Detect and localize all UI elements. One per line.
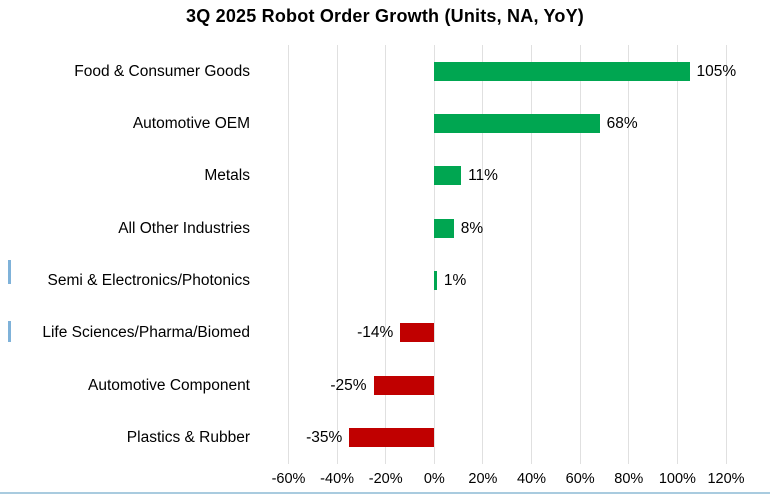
value-label-all-other-industries: 8%: [460, 219, 484, 237]
gridline-20: [482, 45, 484, 464]
value-label-food-consumer-goods: 105%: [696, 62, 737, 80]
value-label-life-sciences-pharma-biomed: -14%: [357, 324, 394, 342]
gridline-60: [579, 45, 581, 464]
value-label-automotive-oem: 68%: [606, 114, 638, 132]
gridline-120: [725, 45, 727, 464]
bar-automotive-oem: [434, 113, 600, 133]
bar-metals: [434, 166, 462, 186]
bottom-divider-line: [0, 492, 770, 494]
category-label-all-other-industries: All Other Industries: [118, 219, 250, 237]
left-margin-mark-2: [8, 321, 11, 342]
x-axis-tick-label-40: 40%: [517, 471, 547, 487]
gridline--60: [288, 45, 289, 464]
value-label-metals: 11%: [468, 167, 498, 185]
x-axis-tick-label-60: 60%: [565, 471, 595, 487]
bar-food-consumer-goods: [434, 61, 690, 81]
x-axis-tick-label-20: 20%: [468, 471, 498, 487]
bar-automotive-component: [373, 375, 435, 395]
bar-plastics-rubber: [349, 427, 435, 447]
value-label-semi-electronics-photonics: 1%: [443, 271, 467, 289]
value-label-automotive-component: -25%: [330, 376, 367, 394]
bar-semi-electronics-photonics: [434, 270, 437, 290]
category-label-semi-electronics-photonics: Semi & Electronics/Photonics: [47, 271, 250, 289]
value-label-plastics-rubber: -35%: [306, 428, 343, 446]
category-label-metals: Metals: [204, 167, 250, 185]
category-label-food-consumer-goods: Food & Consumer Goods: [74, 62, 250, 80]
bar-all-other-industries: [434, 218, 454, 238]
gridline-100: [676, 45, 678, 464]
x-axis-tick-label--40: -40%: [320, 471, 355, 487]
category-label-life-sciences-pharma-biomed: Life Sciences/Pharma/Biomed: [42, 324, 250, 342]
gridline-40: [531, 45, 533, 464]
category-label-automotive-component: Automotive Component: [88, 376, 250, 394]
x-axis-tick-label-0: 0%: [423, 471, 445, 487]
gridline-80: [628, 45, 630, 464]
x-axis-tick-label--20: -20%: [368, 471, 403, 487]
chart-title: 3Q 2025 Robot Order Growth (Units, NA, Y…: [186, 6, 584, 26]
gridline--20: [385, 45, 387, 464]
gridline--40: [336, 45, 338, 464]
bar-life-sciences-pharma-biomed: [400, 323, 435, 343]
gridline-0: [433, 45, 435, 464]
x-axis-tick-label-100: 100%: [658, 471, 696, 487]
category-label-automotive-oem: Automotive OEM: [132, 114, 250, 132]
x-axis-tick-label-120: 120%: [707, 471, 745, 487]
left-margin-mark-1: [8, 260, 11, 284]
x-axis-tick-label--60: -60%: [271, 471, 306, 487]
category-label-plastics-rubber: Plastics & Rubber: [126, 428, 250, 446]
x-axis-tick-label-80: 80%: [614, 471, 644, 487]
